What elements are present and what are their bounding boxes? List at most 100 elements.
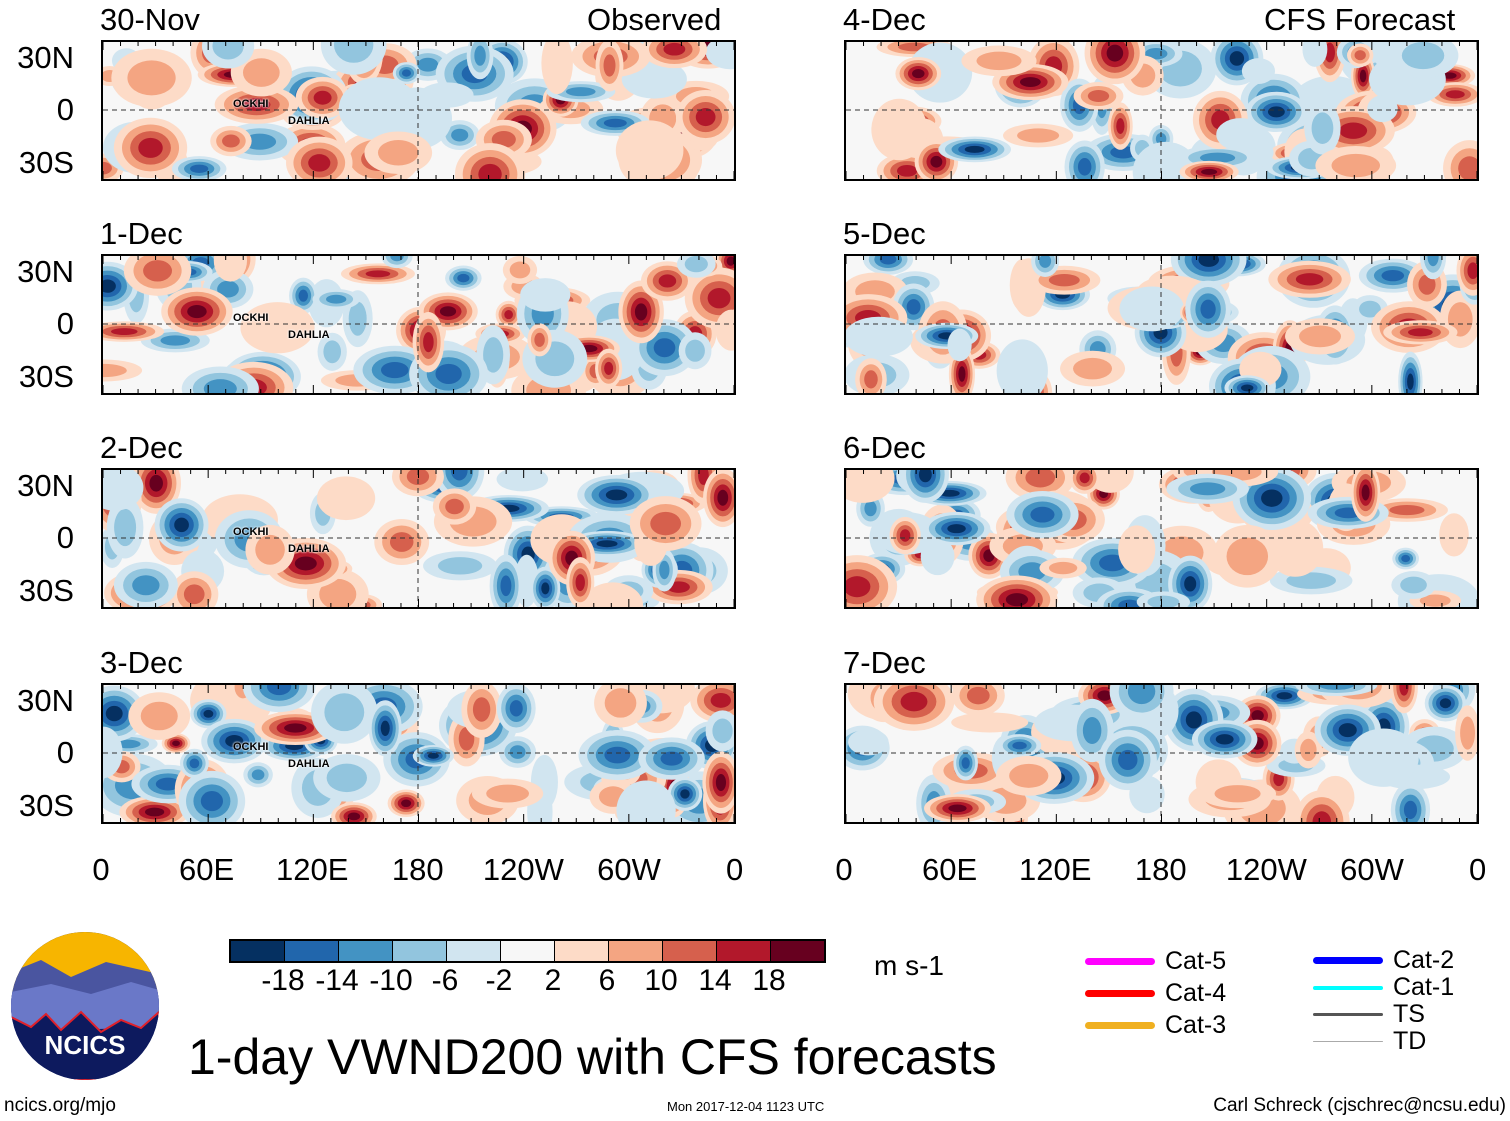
wind-anomaly-contour [1401, 42, 1445, 70]
wind-anomaly-contour [200, 791, 224, 812]
wind-anomaly-contour [603, 118, 627, 128]
colorbar-label: -10 [369, 964, 413, 997]
wind-anomaly-contour [846, 470, 895, 503]
wind-anomaly-contour [390, 256, 404, 262]
forecast-header: CFS Forecast [1264, 2, 1456, 37]
wind-anomaly-contour [1025, 470, 1056, 488]
wind-anomaly-contour [615, 120, 684, 179]
wind-anomaly-contour [1189, 482, 1226, 496]
wind-anomaly-contour [380, 361, 409, 379]
wind-anomaly-contour [445, 498, 464, 515]
wind-anomaly-contour [242, 58, 280, 87]
legend-line-icon [1085, 990, 1155, 997]
svg-text:NCICS: NCICS [45, 1030, 126, 1060]
wind-anomaly-contour [603, 54, 616, 77]
wind-anomaly-contour [1331, 153, 1380, 178]
wind-anomaly-contour [1276, 692, 1293, 700]
wind-anomaly-contour [266, 685, 292, 696]
wind-anomaly-contour [582, 582, 644, 607]
wind-anomaly-contour [203, 709, 214, 718]
colorbar-swatch [285, 941, 339, 961]
map-panel [844, 40, 1479, 181]
wind-anomaly-contour [715, 309, 734, 351]
wind-anomaly-contour [427, 752, 439, 759]
wind-anomaly-contour [217, 280, 239, 298]
wind-anomaly-contour [103, 279, 116, 293]
wind-anomaly-contour [848, 729, 889, 756]
longitude-label: 0 [725, 852, 744, 887]
latitude-label: 30N [17, 468, 74, 503]
wind-anomaly-contour [203, 379, 237, 393]
wind-anomaly-contour [1106, 44, 1124, 62]
colorbar-label: 14 [698, 964, 732, 997]
panel-date: 3-Dec [100, 645, 183, 680]
author-credit: Carl Schreck (cjschrec@ncsu.edu) [1213, 1095, 1506, 1116]
wind-anomaly-contour [1048, 561, 1078, 575]
wind-anomaly-contour [222, 134, 240, 148]
footer-link[interactable]: ncics.org/mjo [4, 1095, 116, 1116]
legend-line-icon [1313, 985, 1383, 990]
wind-anomaly-contour [1311, 112, 1334, 144]
wind-anomaly-contour [604, 361, 614, 375]
wind-anomaly-contour [326, 294, 347, 304]
wind-anomaly-contour [319, 578, 357, 607]
wind-anomaly-contour [437, 557, 483, 575]
storm-label: OCKHI [233, 312, 269, 324]
wind-anomaly-contour [243, 133, 277, 150]
wind-anomaly-contour [509, 700, 523, 717]
wind-anomaly-contour [996, 339, 1048, 393]
legend-label: Cat-4 [1165, 979, 1227, 1007]
wind-anomaly-contour [1418, 274, 1436, 295]
storm-legend-item: TD [1313, 1027, 1426, 1056]
wind-anomaly-contour [726, 256, 734, 266]
storm-legend-item: Cat-3 [1085, 1011, 1226, 1040]
wind-anomaly-contour [509, 261, 531, 279]
colorbar-label: -14 [315, 964, 359, 997]
wind-anomaly-contour [1312, 811, 1332, 822]
wind-anomaly-contour [575, 574, 585, 591]
wind-anomaly-contour [653, 338, 676, 358]
wind-anomaly-contour [1442, 72, 1457, 79]
wind-anomaly-contour [143, 260, 173, 282]
colorbar [229, 939, 826, 963]
colorbar-label: -18 [261, 964, 305, 997]
wind-anomaly-contour [660, 751, 683, 766]
colorbar-swatch [609, 941, 663, 961]
latitude-label: 30S [18, 359, 74, 394]
longitude-label: 0 [1468, 852, 1487, 887]
wind-anomaly-contour [1354, 50, 1366, 61]
wind-anomaly-contour [240, 302, 315, 354]
wind-anomaly-contour [1012, 741, 1027, 750]
colorbar-swatch [231, 941, 285, 961]
wind-anomaly-contour [1118, 749, 1138, 771]
wind-anomaly-contour [334, 42, 374, 63]
wind-anomaly-contour [906, 299, 921, 315]
colorbar-swatch [555, 941, 609, 961]
wind-anomaly-contour [149, 474, 163, 492]
map-panel: OCKHI DAHLIA [101, 254, 736, 395]
storm-legend-item: Cat-4 [1085, 979, 1226, 1008]
panel-date: 1-Dec [100, 216, 183, 251]
wind-anomaly-contour [103, 470, 144, 511]
wind-anomaly-contour [605, 489, 628, 501]
storm-legend-item: Cat-2 [1313, 946, 1454, 975]
colorbar-label: -6 [431, 964, 459, 997]
wind-anomaly-contour [1439, 513, 1469, 557]
wind-anomaly-contour [1295, 273, 1324, 286]
wind-anomaly-contour [326, 763, 367, 793]
wind-anomaly-contour [966, 686, 990, 705]
wind-anomaly-contour [308, 154, 331, 172]
wind-anomaly-contour [348, 301, 367, 336]
wind-anomaly-contour [634, 303, 648, 321]
wind-anomaly-contour [1110, 146, 1137, 159]
panel-date: 6-Dec [843, 430, 926, 465]
longitude-label: 0 [835, 852, 853, 887]
wind-anomaly-contour [541, 42, 573, 95]
colorbar-swatch [501, 941, 555, 961]
legend-label: Cat-5 [1165, 947, 1227, 975]
wind-anomaly-contour [896, 164, 918, 177]
wind-anomaly-contour [1097, 690, 1112, 701]
wind-anomaly-contour [1359, 300, 1381, 318]
wind-anomaly-contour [871, 98, 928, 161]
legend-label: Cat-3 [1165, 1011, 1227, 1039]
